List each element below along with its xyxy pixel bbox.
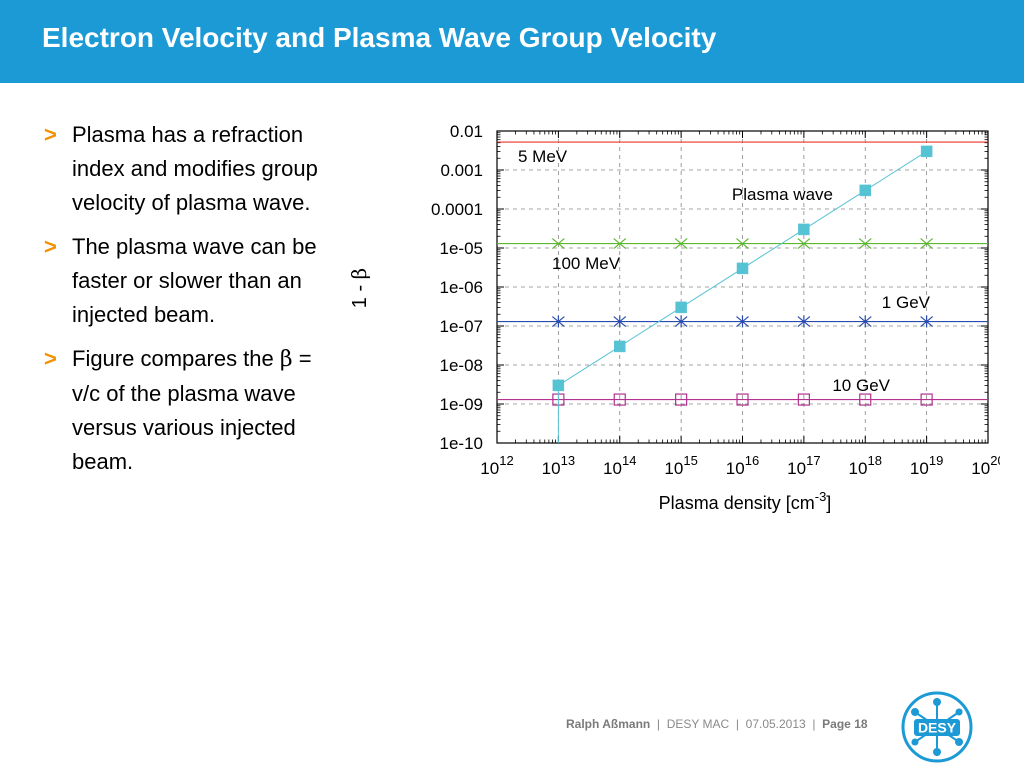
bullet-marker: > <box>44 234 57 259</box>
data-point <box>613 238 627 250</box>
logo-text: DESY <box>918 720 957 736</box>
bullet-text: Plasma has a refraction index and modifi… <box>72 122 318 215</box>
data-point <box>858 238 872 250</box>
footer-separator: | <box>735 717 739 731</box>
y-tick-label: 1e-10 <box>440 434 483 453</box>
bullet-text-post: = v/c of the plasma wave versus various … <box>72 346 312 474</box>
data-point <box>920 238 934 250</box>
slide-title: Electron Velocity and Plasma Wave Group … <box>42 22 717 53</box>
y-tick-label: 1e-07 <box>440 317 483 336</box>
footer-page: Page 18 <box>822 717 868 731</box>
y-tick-label: 0.0001 <box>431 200 483 219</box>
footer-date: 07.05.2013 <box>745 717 806 731</box>
bullet-list: > Plasma has a refraction index and modi… <box>38 118 338 489</box>
footer-separator: | <box>812 717 816 731</box>
x-tick-label: 1014 <box>603 453 636 478</box>
bullet-text: Figure compares the β = v/c of the plasm… <box>72 346 312 474</box>
data-point <box>858 315 872 328</box>
bullet-item: > The plasma wave can be faster or slowe… <box>38 230 338 332</box>
bullet-item: > Figure compares the β = v/c of the pla… <box>38 342 338 479</box>
data-point <box>675 393 688 406</box>
data-point <box>797 393 810 406</box>
bullet-text-pre: Figure compares the <box>72 346 280 371</box>
x-tick-label: 1015 <box>664 453 697 478</box>
x-axis-label: Plasma density [cm-3] <box>659 489 832 513</box>
x-tick-label: 1013 <box>542 453 575 478</box>
x-tick-label: 1019 <box>910 453 943 478</box>
bullet-marker: > <box>44 346 57 371</box>
footer-event: DESY MAC <box>666 717 730 731</box>
footer-author: Ralph Aßmann <box>566 717 651 731</box>
footer: Ralph Aßmann | DESY MAC | 07.05.2013 | P… <box>566 717 868 731</box>
data-point <box>674 315 688 328</box>
data-point <box>551 238 565 250</box>
data-point <box>859 393 872 406</box>
x-tick-label: 1012 <box>480 453 513 478</box>
y-tick-label: 1e-09 <box>440 395 483 414</box>
series-label: 10 GeV <box>832 376 890 395</box>
data-point <box>736 393 749 406</box>
data-point <box>551 315 565 328</box>
data-point <box>613 393 626 406</box>
footer-separator: | <box>656 717 661 731</box>
y-tick-label: 1e-05 <box>440 239 483 258</box>
y-tick-label: 1e-08 <box>440 356 483 375</box>
data-point <box>614 340 626 353</box>
x-tick-label: 1016 <box>726 453 759 478</box>
bullet-text: The plasma wave can be faster or slower … <box>72 234 317 327</box>
data-point <box>798 223 810 236</box>
data-point <box>797 238 811 250</box>
series-label: 5 MeV <box>518 147 568 166</box>
series-label: Plasma wave <box>732 185 833 204</box>
data-point <box>797 315 811 328</box>
x-tick-label: 1018 <box>849 453 882 478</box>
desy-logo: DESY <box>901 691 973 763</box>
x-tick-label: 1017 <box>787 453 820 478</box>
y-tick-label: 0.001 <box>440 161 483 180</box>
data-point <box>920 315 934 328</box>
data-point <box>736 315 749 328</box>
data-point <box>859 184 871 197</box>
beta-symbol: β <box>279 347 293 372</box>
data-point <box>920 393 933 406</box>
title-bar: Electron Velocity and Plasma Wave Group … <box>0 0 1024 83</box>
y-tick-label: 0.01 <box>450 122 483 141</box>
series-label: 100 MeV <box>552 254 621 273</box>
velocity-chart: 1 - β Plasma density [cm-3] 1012 1013 1014… <box>347 122 1000 513</box>
data-point <box>675 301 687 314</box>
data-point <box>736 262 749 275</box>
data-point <box>613 315 627 328</box>
data-point <box>674 238 688 250</box>
data-point <box>920 145 933 158</box>
data-point <box>552 379 565 392</box>
y-axis-label: 1 - β <box>347 268 371 308</box>
bullet-marker: > <box>44 122 57 147</box>
data-point <box>736 238 749 250</box>
y-tick-label: 1e-06 <box>440 278 483 297</box>
series-label: 1 GeV <box>882 293 931 312</box>
bullet-item: > Plasma has a refraction index and modi… <box>38 118 338 220</box>
